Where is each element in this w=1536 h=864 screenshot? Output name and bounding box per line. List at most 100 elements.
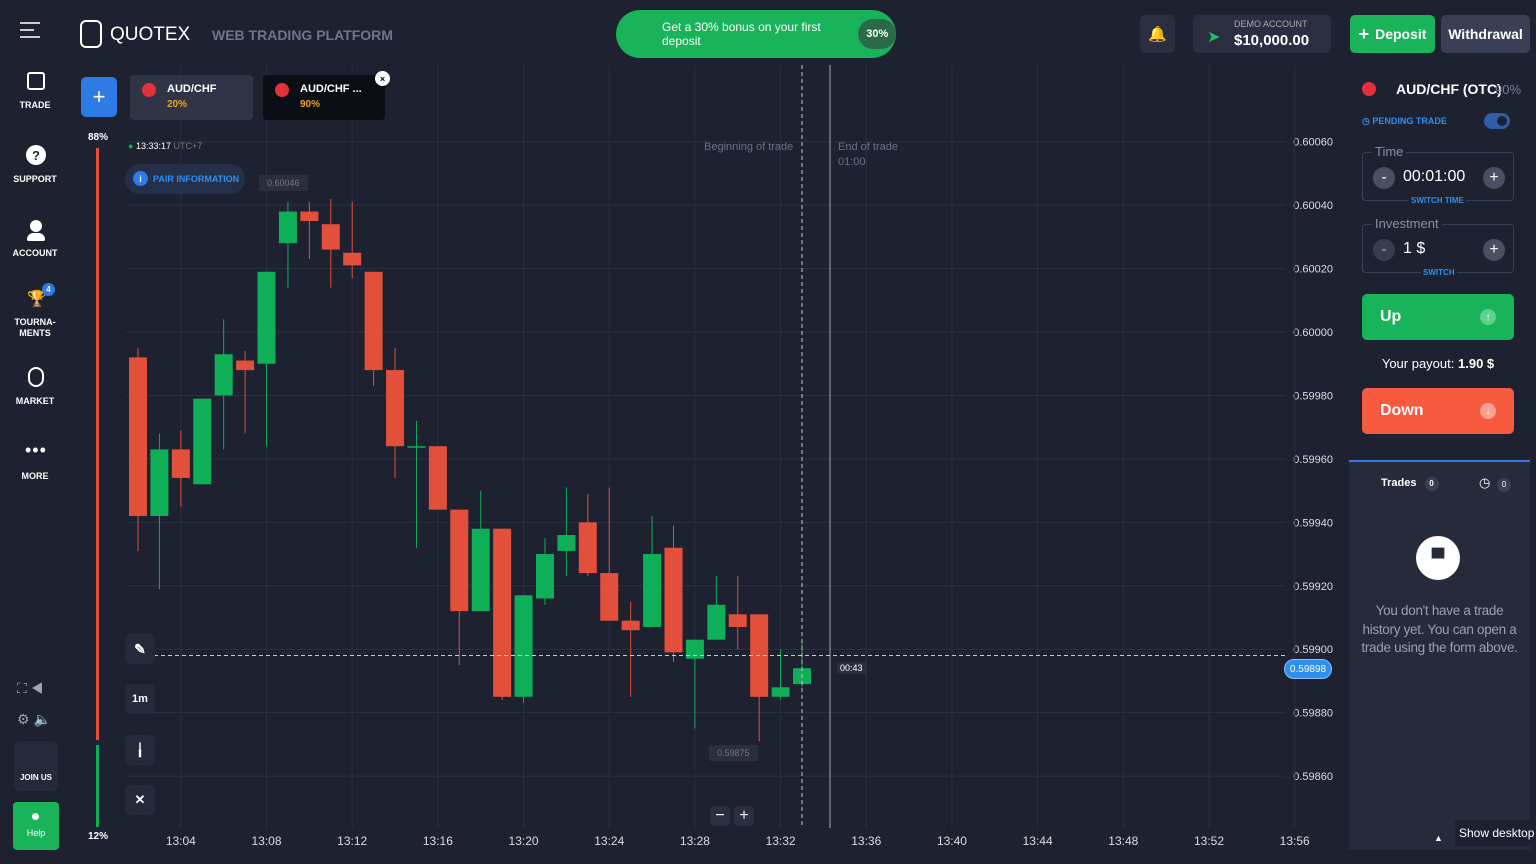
trade-panel: AUD/CHF (OTC) 90% ◷ PENDING TRADE Time -… [1350,66,1530,451]
show-desktop[interactable]: Show desktop [1455,820,1536,846]
nav-market[interactable]: MARKET [15,396,55,406]
tab[interactable]: AUD/CHF 20% [130,75,253,120]
x-tick-label: 13:08 [252,834,282,848]
market-icon [28,367,44,387]
candle-body [150,449,169,516]
fullscreen-icon[interactable]: ⛶ ◀ [17,680,44,696]
sentiment-bar-green [96,745,99,827]
draw-tool[interactable]: ✎ [125,634,155,664]
x-tick-label: 13:16 [423,834,453,848]
account-icon-body [27,233,45,241]
x-tick-label: 13:52 [1194,834,1224,848]
switch-time[interactable]: SWITCH TIME [1409,196,1466,205]
up-icon: ↑ [1480,309,1496,325]
menu-bar [20,29,34,31]
trades-tab[interactable]: Trades 0 [1381,477,1439,491]
candle-body [471,528,490,612]
time-plus[interactable]: + [1483,167,1505,189]
up-arrow[interactable]: ▲ [1434,833,1443,843]
toggle[interactable] [1484,113,1510,129]
switch[interactable]: SWITCH [1421,268,1457,277]
candle-body [257,271,276,364]
beginning-label: Beginning of trade [704,141,794,153]
trades-count: 0 [1424,477,1439,491]
chart-type[interactable]: ╽ [125,735,155,765]
x-tick-label: 13:44 [1023,834,1053,848]
investment-plus[interactable]: + [1483,239,1505,261]
investment-minus[interactable]: - [1373,239,1395,261]
interval[interactable]: 1m [125,684,155,714]
promo-banner[interactable]: Get a 30% bonus on your first deposit 30% [616,10,896,58]
settings-icon[interactable]: ⚙ 🔈 [17,711,51,727]
time-minus[interactable]: - [1373,167,1395,189]
investment-value: 1 $ [1403,240,1426,257]
x-tick-label: 13:04 [166,834,196,848]
deposit-button[interactable]: + Deposit [1350,15,1435,53]
end-time: 01:00 [838,156,866,168]
nav-support[interactable]: SUPPORT [13,174,57,184]
help-button[interactable]: Help [13,802,59,850]
notifications[interactable]: 🔔 [1140,15,1175,53]
zoom-in[interactable]: + [734,806,754,826]
pending-trade[interactable]: ◷ PENDING TRADE [1362,116,1447,127]
candle-body [450,509,469,612]
flag [1362,82,1376,96]
withdrawal-button[interactable]: Withdrawal [1441,15,1530,53]
y-tick-label: 0.59920 [1293,581,1333,593]
y-tick-label: 0.60060 [1293,137,1333,149]
nav-tournaments[interactable]: TOURNA- MENTS [14,317,56,338]
nav-more[interactable]: MORE [21,471,49,481]
logo[interactable]: QUOTEX [110,24,191,45]
y-tick-label: 0.59900 [1293,644,1333,656]
account-icon [30,220,42,232]
add-tab[interactable]: + [81,77,117,117]
more-icon: ••• [25,440,47,460]
x-tick-label: 13:48 [1108,834,1138,848]
candle-body [364,271,383,371]
candle-body [728,614,747,628]
candle-body [193,398,212,485]
account-box[interactable]: DEMO ACCOUNT $10,000.00 ➤ [1193,15,1331,53]
nav-trade[interactable]: TRADE [19,100,51,110]
toggle-knob [1497,116,1507,126]
join-button[interactable]: JOIN US [14,741,58,791]
candle-body [685,639,704,659]
down-button[interactable]: Down ↓ [1362,388,1514,434]
candle-body [514,595,533,697]
history-tab[interactable]: ◷ 0 [1479,475,1511,492]
tab-active[interactable]: AUD/CHF ... 90% × [263,71,390,120]
pending-label: PENDING TRADE [1372,116,1447,126]
candle-body [621,620,640,631]
up-button[interactable]: Up ↑ [1362,294,1514,340]
trades-label: Trades [1381,477,1417,489]
y-tick-label: 0.59960 [1293,454,1333,466]
close-tab[interactable]: × [375,71,390,86]
indicators[interactable]: ✕ [125,785,155,815]
time-label: Time [1372,144,1407,159]
nav-account[interactable]: ACCOUNT [12,248,58,258]
candle-body [707,604,726,640]
candle-body [321,224,340,250]
tab-payout: 20% [167,99,188,110]
menu-icon[interactable] [20,22,40,38]
min-label: 0.59875 [709,745,758,761]
pending-icon: ◷ [1362,116,1373,126]
zoom-out[interactable]: − [710,806,730,826]
deposit-label: Deposit [1375,26,1427,42]
candle-body [386,370,405,447]
x-tick-label: 13:12 [337,834,367,848]
max-label: 0.60046 [259,175,308,191]
y-tick-label: 0.59860 [1293,771,1333,783]
candle-body [278,211,297,244]
sentiment-down: 12% [88,831,109,842]
investment-box[interactable]: Investment - 1 $ + SWITCH [1362,216,1514,277]
tab-payout: 90% [300,99,321,110]
payout-line: Your payout: 1.90 $ [1350,356,1526,371]
plane-icon: ➤ [1207,29,1221,46]
x-tick-label: 13:40 [937,834,967,848]
y-tick-label: 0.59940 [1293,517,1333,529]
time-box[interactable]: Time - 00:01:00 + SWITCH TIME [1362,144,1514,205]
y-tick-label: 0.60040 [1293,200,1333,212]
trades-panel: Trades 0 ◷ 0 ▀ You don't have a trade hi… [1349,460,1530,850]
